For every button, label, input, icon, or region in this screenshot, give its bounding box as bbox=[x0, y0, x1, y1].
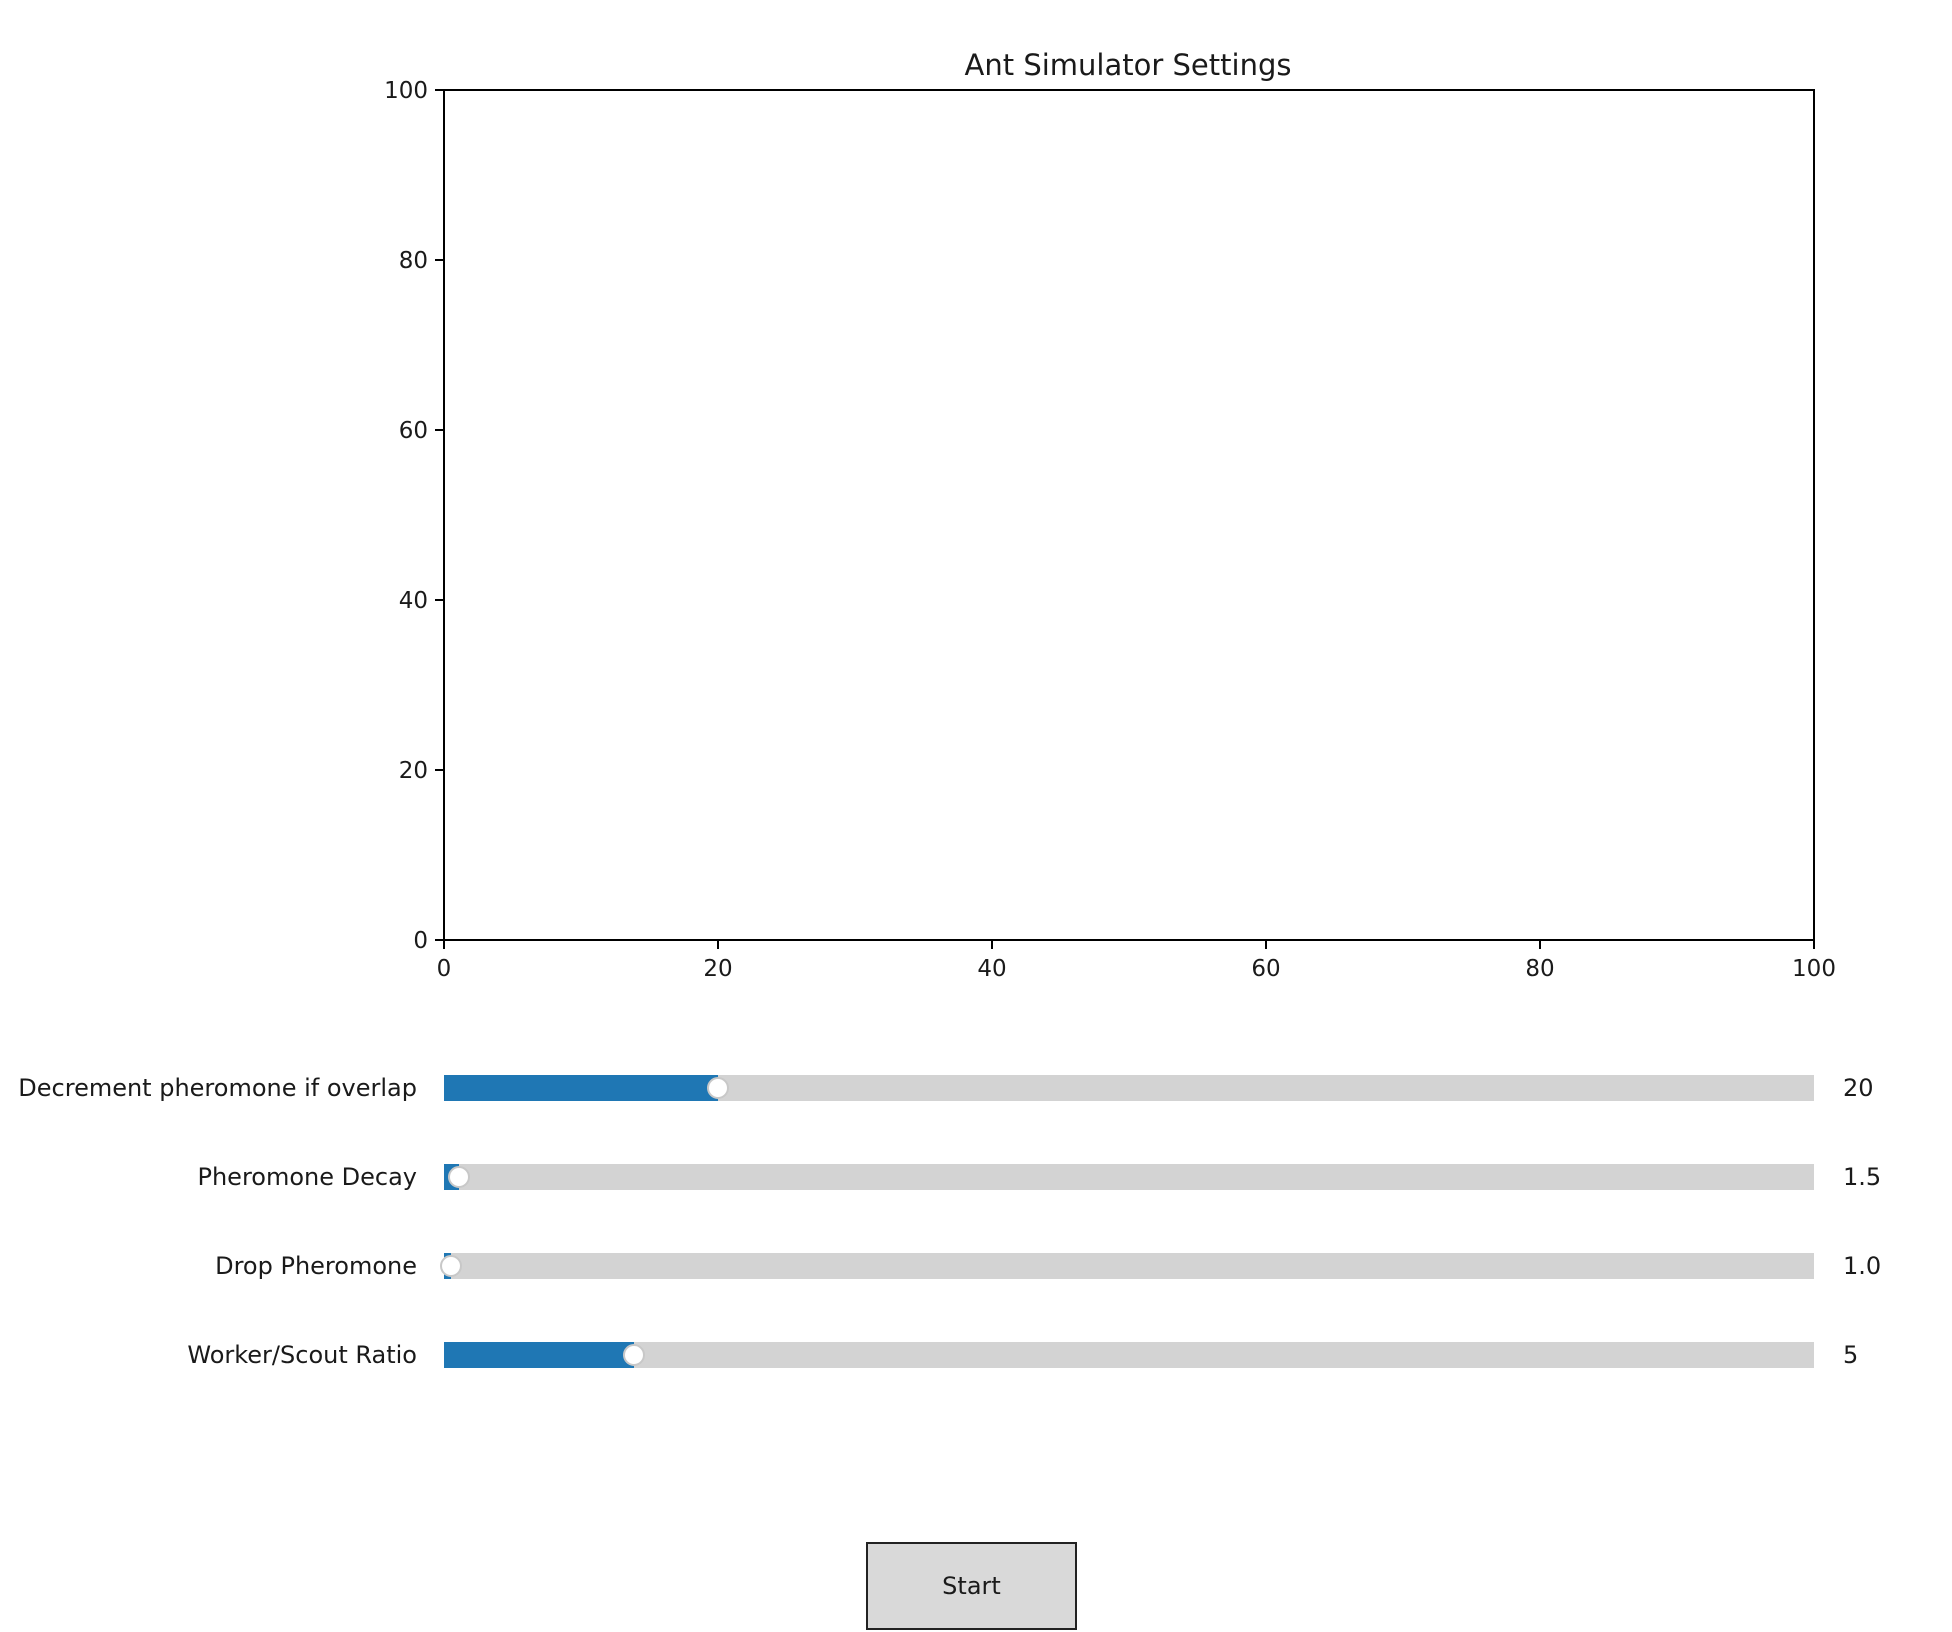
y-tick-label: 100 bbox=[384, 78, 428, 104]
slider-value: 20 bbox=[1843, 1074, 1874, 1102]
slider-fill bbox=[444, 1075, 718, 1101]
x-tick-label: 40 bbox=[977, 956, 1006, 982]
y-tick-label: 0 bbox=[413, 928, 428, 954]
y-tick-label: 20 bbox=[399, 758, 428, 784]
slider-handle[interactable] bbox=[448, 1166, 471, 1188]
x-tick-label: 20 bbox=[703, 956, 732, 982]
y-tick-label: 60 bbox=[399, 418, 428, 444]
plot-title: Ant Simulator Settings bbox=[965, 48, 1292, 82]
slider-worker-scout-ratio: Worker/Scout Ratio 5 bbox=[0, 1325, 1952, 1385]
y-tick-label: 40 bbox=[399, 588, 428, 614]
slider-track[interactable] bbox=[444, 1164, 1814, 1190]
slider-decrement-pheromone: Decrement pheromone if overlap 20 bbox=[0, 1058, 1952, 1118]
slider-track[interactable] bbox=[444, 1075, 1814, 1101]
x-tick-label: 0 bbox=[437, 956, 452, 982]
slider-handle[interactable] bbox=[623, 1344, 646, 1366]
slider-fill bbox=[444, 1342, 635, 1368]
slider-label: Decrement pheromone if overlap bbox=[18, 1074, 417, 1102]
slider-label: Pheromone Decay bbox=[197, 1163, 418, 1191]
x-axis: 0 20 40 60 80 100 bbox=[437, 940, 1836, 982]
y-axis: 0 20 40 60 80 100 bbox=[384, 78, 444, 954]
start-button[interactable]: Start bbox=[866, 1542, 1077, 1630]
slider-value: 1.0 bbox=[1843, 1252, 1882, 1280]
x-tick-label: 80 bbox=[1525, 956, 1554, 982]
start-button-label: Start bbox=[942, 1572, 1001, 1600]
slider-track[interactable] bbox=[444, 1342, 1814, 1368]
x-tick-label: 60 bbox=[1251, 956, 1280, 982]
y-tick-label: 80 bbox=[399, 248, 428, 274]
slider-pheromone-decay: Pheromone Decay 1.5 bbox=[0, 1147, 1952, 1207]
slider-label: Drop Pheromone bbox=[215, 1252, 417, 1280]
plot-frame bbox=[443, 89, 1815, 941]
slider-value: 1.5 bbox=[1843, 1163, 1882, 1191]
slider-drop-pheromone: Drop Pheromone 1.0 bbox=[0, 1236, 1952, 1296]
x-tick-label: 100 bbox=[1792, 956, 1836, 982]
slider-handle[interactable] bbox=[707, 1077, 729, 1099]
plot-area: Ant Simulator Settings 0 20 40 60 80 100 0 20 4… bbox=[384, 48, 1836, 982]
slider-label: Worker/Scout Ratio bbox=[187, 1341, 417, 1369]
slider-value: 5 bbox=[1843, 1341, 1859, 1369]
slider-track[interactable] bbox=[439, 1253, 1814, 1279]
slider-handle[interactable] bbox=[439, 1255, 462, 1277]
